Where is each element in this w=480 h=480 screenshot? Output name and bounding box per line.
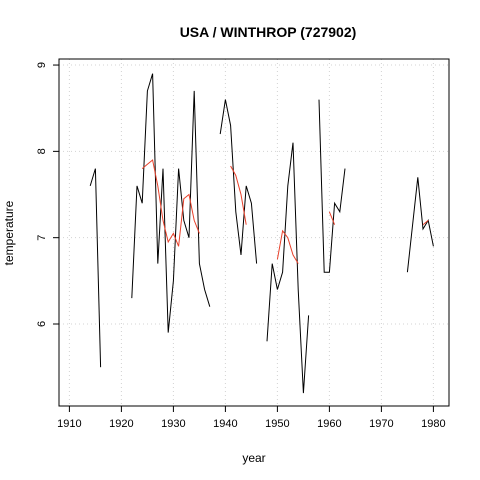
raw-series-line [406, 177, 434, 273]
x-tick-label: 1930 [161, 418, 185, 430]
raw-series-line [131, 73, 211, 333]
y-tick-label: 8 [36, 148, 48, 154]
x-tick-label: 1970 [369, 418, 393, 430]
y-tick-label: 7 [36, 235, 48, 241]
smooth-series-line [141, 159, 200, 247]
y-tick-label: 9 [36, 62, 48, 68]
raw-series-line [318, 99, 346, 273]
x-tick-label: 1920 [109, 418, 133, 430]
x-tick-label: 1980 [421, 418, 445, 430]
x-tick-label: 1940 [213, 418, 237, 430]
y-axis-label: temperature [2, 200, 16, 265]
raw-series-line [266, 142, 310, 394]
y-tick-label: 6 [36, 321, 48, 327]
y-axis: 6 7 8 9 [36, 62, 60, 327]
grid-lines [59, 59, 449, 406]
x-axis-label: year [242, 451, 265, 465]
raw-series-line [89, 168, 102, 368]
x-tick-label: 1960 [317, 418, 341, 430]
x-axis: 1910 1920 1930 1940 1950 1960 1970 1980 [57, 405, 446, 430]
x-tick-label: 1950 [265, 418, 289, 430]
x-tick-label: 1910 [57, 418, 81, 430]
smooth-series-line [422, 220, 429, 226]
smooth-series-line [276, 229, 299, 264]
raw-series-line [219, 99, 258, 264]
smooth-series-line [328, 211, 336, 225]
data-series [89, 73, 434, 394]
smooth-series-line [230, 165, 247, 225]
chart-title: USA / WINTHROP (727902) [180, 24, 357, 40]
